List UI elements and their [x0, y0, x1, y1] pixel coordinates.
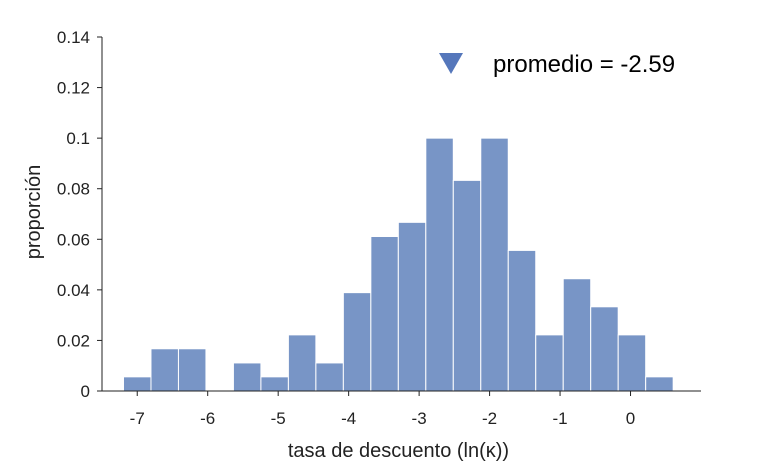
histogram-bar: [452, 179, 482, 392]
y-tick-label: 0.12: [57, 79, 90, 98]
histogram-bar: [617, 334, 647, 392]
histogram-bar: [562, 278, 592, 392]
histogram-bar: [535, 334, 564, 392]
x-tick-label: -4: [341, 409, 356, 428]
histogram-bars: [122, 137, 674, 392]
histogram-bar: [315, 362, 344, 392]
histogram-bar: [287, 334, 317, 392]
histogram-bar: [342, 292, 372, 392]
x-axis-label: tasa de descuento (ln(κ)): [288, 440, 509, 462]
histogram-bar: [370, 236, 399, 392]
x-tick-label: -2: [482, 409, 497, 428]
y-tick-label: 0: [81, 382, 90, 401]
y-tick-label: 0.14: [57, 28, 90, 47]
histogram-bar: [480, 137, 509, 392]
histogram-bar: [425, 137, 454, 392]
y-tick-label: 0.02: [57, 331, 90, 350]
legend-label: promedio = -2.59: [493, 51, 675, 78]
x-tick-label: -7: [130, 409, 145, 428]
x-tick-label: -5: [271, 409, 286, 428]
y-axis-label: proporción: [23, 165, 45, 260]
y-tick-label: 0.08: [57, 180, 90, 199]
legend: promedio = -2.59: [439, 51, 675, 78]
histogram-bar: [177, 348, 207, 392]
histogram-bar: [507, 249, 537, 392]
histogram-bar: [122, 376, 152, 392]
histogram-bar: [645, 376, 674, 392]
x-tick-label: -6: [200, 409, 215, 428]
histogram-bar: [397, 221, 427, 392]
y-ticks: 0 0.02 0.04 0.06 0.08 0.1 0.12 0.14: [57, 28, 102, 401]
y-tick-label: 0.1: [66, 129, 90, 148]
x-tick-label: -3: [412, 409, 427, 428]
histogram-bar: [260, 376, 289, 392]
x-tick-label: -1: [552, 409, 567, 428]
histogram-bar: [232, 362, 262, 392]
histogram-bar: [590, 306, 619, 392]
y-tick-label: 0.06: [57, 230, 90, 249]
histogram-bar: [150, 348, 179, 392]
mean-marker-icon: [439, 53, 463, 74]
x-tick-label: 0: [626, 409, 635, 428]
y-tick-label: 0.04: [57, 281, 90, 300]
x-ticks: -7 -6 -5 -4 -3 -2 -1 0: [130, 391, 635, 428]
